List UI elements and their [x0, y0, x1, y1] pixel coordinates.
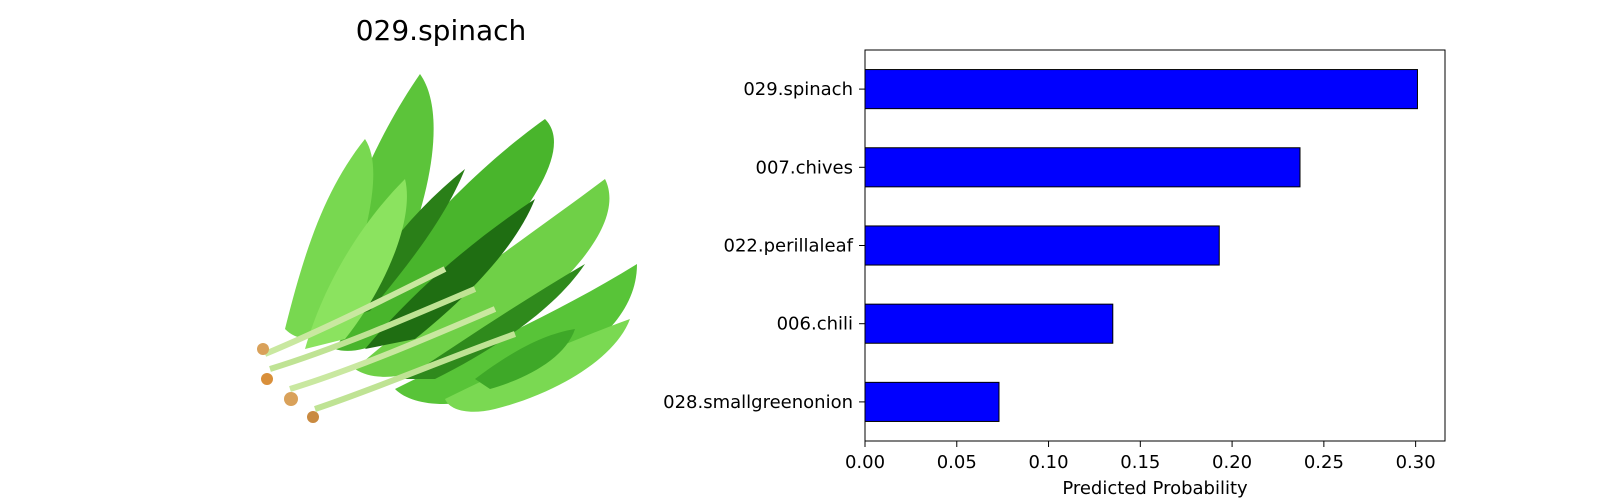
y-tick-label: 006.chili — [777, 314, 853, 335]
bar-022.perillaleaf — [864, 225, 1220, 266]
x-tick-label: 0.00 — [845, 452, 885, 473]
x-tick-label: 0.15 — [1120, 452, 1160, 473]
x-tick-label: 0.20 — [1212, 452, 1252, 473]
x-tick-label: 0.30 — [1396, 452, 1436, 473]
bars-group — [864, 69, 1418, 422]
x-axis-label: Predicted Probability — [1062, 478, 1248, 499]
bar-029.spinach — [864, 69, 1418, 110]
x-tick-label: 0.05 — [937, 452, 977, 473]
y-tick-label: 029.spinach — [743, 79, 853, 100]
spinach-photo — [245, 49, 637, 441]
y-tick-label: 028.smallgreenonion — [663, 392, 853, 413]
image-title: 029.spinach — [355, 14, 527, 47]
bar-007.chives — [864, 147, 1301, 188]
bar-028.smallgreenonion — [864, 381, 1000, 422]
y-tick-label: 007.chives — [756, 157, 854, 178]
x-tick-label: 0.25 — [1304, 452, 1344, 473]
leaf-bunch — [257, 74, 637, 423]
bar-006.chili — [864, 303, 1114, 344]
x-tick-label: 0.10 — [1029, 452, 1069, 473]
y-axis: 029.spinach 007.chives 022.perillaleaf 006.… — [663, 79, 865, 413]
x-axis: 0.00 0.05 0.10 0.15 0.20 0.25 0.30 — [845, 441, 1436, 473]
y-tick-label: 022.perillaleaf — [724, 236, 854, 257]
